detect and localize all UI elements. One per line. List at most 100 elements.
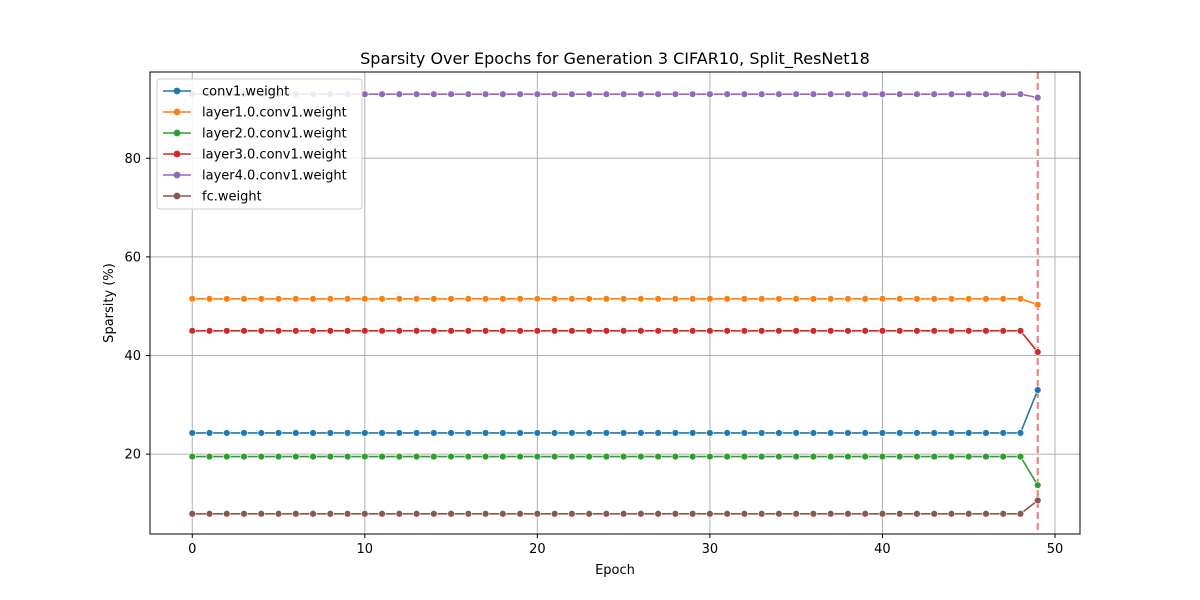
- plot-frame: [149, 71, 1081, 535]
- data-point: [430, 295, 438, 303]
- data-point: [412, 327, 421, 335]
- data-point: [516, 429, 524, 437]
- data-point: [205, 452, 214, 461]
- data-point: [395, 327, 404, 335]
- data-point: [913, 429, 921, 437]
- legend-item: conv1.weight: [163, 85, 289, 100]
- data-point: [654, 452, 662, 461]
- data-point: [274, 452, 283, 461]
- data-point: [1034, 481, 1042, 489]
- data-point: [447, 429, 455, 437]
- grid: [150, 72, 1080, 534]
- data-point: [792, 429, 800, 437]
- series-layer1.0.conv1.weight: [188, 295, 1042, 309]
- data-point: [671, 510, 680, 518]
- data-point: [947, 510, 956, 518]
- data-point: [205, 295, 214, 303]
- series-line: [192, 499, 1039, 515]
- data-point: [516, 90, 524, 98]
- data-point: [671, 90, 680, 98]
- data-point: [292, 327, 300, 335]
- data-point: [361, 295, 369, 303]
- data-point: [412, 90, 421, 98]
- data-point: [619, 510, 628, 518]
- data-point: [878, 452, 887, 461]
- data-point: [757, 295, 766, 303]
- data-point: [861, 327, 869, 335]
- series-fc.weight: [188, 496, 1042, 518]
- data-point: [447, 452, 455, 461]
- data-point: [947, 429, 956, 437]
- data-point: [637, 510, 645, 518]
- data-point: [775, 510, 783, 518]
- data-point: [499, 327, 507, 335]
- data-point: [223, 510, 231, 518]
- data-point: [412, 429, 421, 437]
- data-point: [499, 510, 507, 518]
- data-point: [826, 90, 835, 98]
- data-point: [361, 452, 369, 461]
- data-point: [757, 452, 766, 461]
- data-point: [671, 429, 680, 437]
- data-point: [361, 327, 369, 335]
- data-point: [240, 510, 248, 518]
- data-point: [533, 90, 542, 98]
- y-tick-label: 20: [124, 448, 141, 463]
- data-point: [878, 327, 887, 335]
- legend-swatch-marker: [173, 171, 181, 179]
- series-layer2.0.conv1.weight: [188, 452, 1042, 489]
- data-point: [550, 327, 559, 335]
- data-point: [965, 452, 973, 461]
- data-point: [913, 327, 921, 335]
- data-point: [809, 327, 818, 335]
- data-point: [240, 295, 248, 303]
- data-point: [861, 295, 869, 303]
- data-point: [343, 429, 352, 437]
- data-point: [292, 510, 300, 518]
- data-point: [499, 90, 507, 98]
- data-point: [965, 429, 973, 437]
- data-point: [982, 510, 990, 518]
- y-axis-ticks: 20 40 60 80: [124, 152, 150, 463]
- data-point: [412, 510, 421, 518]
- data-point: [274, 510, 283, 518]
- data-point: [775, 452, 783, 461]
- legend-label: layer3.0.conv1.weight: [202, 148, 347, 163]
- data-point: [809, 452, 818, 461]
- data-point: [499, 295, 507, 303]
- data-point: [740, 510, 749, 518]
- data-point: [1016, 327, 1025, 335]
- x-tick-label: 20: [529, 542, 546, 557]
- data-point: [637, 327, 645, 335]
- series-layer: [188, 90, 1042, 518]
- data-point: [965, 295, 973, 303]
- data-point: [481, 429, 490, 437]
- legend-label: layer2.0.conv1.weight: [202, 127, 347, 142]
- data-point: [861, 510, 869, 518]
- data-point: [533, 510, 542, 518]
- legend-swatch-marker: [173, 87, 181, 95]
- data-point: [947, 452, 956, 461]
- data-point: [585, 90, 593, 98]
- data-point: [723, 429, 731, 437]
- data-point: [430, 510, 438, 518]
- data-point: [309, 327, 317, 335]
- data-point: [947, 327, 956, 335]
- data-point: [447, 295, 455, 303]
- data-point: [947, 90, 956, 98]
- data-point: [965, 510, 973, 518]
- data-point: [292, 452, 300, 461]
- legend-swatch-marker: [173, 129, 181, 137]
- data-point: [516, 295, 524, 303]
- data-point: [706, 510, 714, 518]
- data-point: [895, 510, 904, 518]
- data-point: [688, 295, 697, 303]
- legend-item: layer4.0.conv1.weight: [163, 169, 347, 184]
- data-point: [654, 429, 662, 437]
- data-point: [775, 429, 783, 437]
- data-point: [809, 295, 818, 303]
- data-point: [378, 90, 386, 98]
- data-point: [826, 510, 835, 518]
- y-axis-label: Sparsity (%): [102, 263, 117, 343]
